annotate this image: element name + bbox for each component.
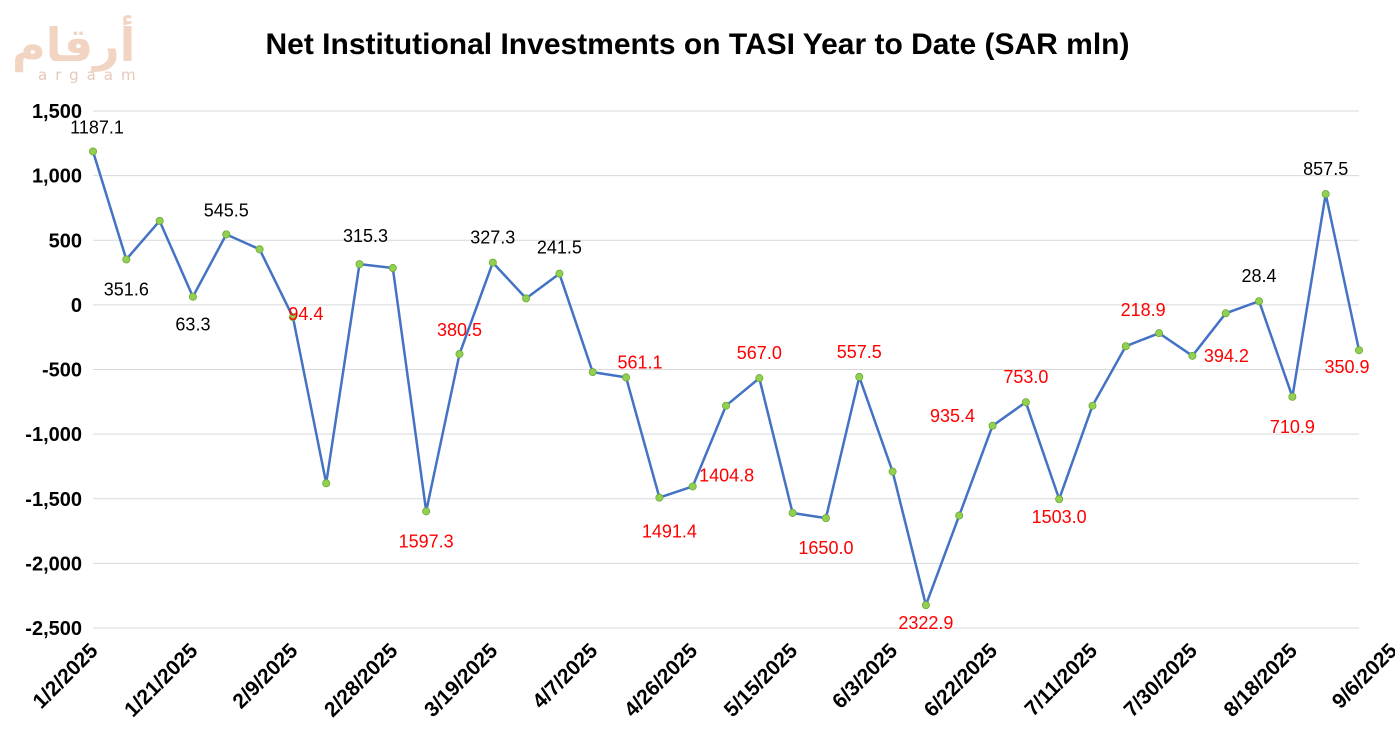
data-label: 857.5 bbox=[1303, 159, 1348, 179]
data-point bbox=[488, 258, 497, 267]
data-label: 28.4 bbox=[1242, 266, 1277, 286]
x-tick-label: 4/26/2025 bbox=[620, 639, 703, 722]
data-point bbox=[89, 147, 98, 156]
y-tick-label: 1,000 bbox=[32, 166, 82, 188]
data-point bbox=[355, 260, 364, 269]
data-label: 561.1 bbox=[618, 352, 663, 372]
data-point bbox=[855, 372, 864, 381]
data-point bbox=[155, 216, 164, 225]
x-tick-label: 2/28/2025 bbox=[320, 639, 403, 722]
data-point bbox=[288, 313, 297, 322]
data-point bbox=[788, 508, 797, 517]
data-point bbox=[222, 230, 231, 239]
data-point bbox=[1188, 351, 1197, 360]
x-tick-label: 3/19/2025 bbox=[420, 639, 503, 722]
data-label: 394.2 bbox=[1204, 346, 1249, 366]
logo-arabic-text: أرقام bbox=[12, 18, 136, 72]
y-tick-label: -2,500 bbox=[25, 618, 82, 640]
x-tick-label: 6/3/2025 bbox=[828, 639, 902, 713]
y-axis-tick-labels: 1,500 1,000 500 0 -500 -1,000 -1,500 -2,000 -2,5… bbox=[25, 101, 82, 640]
data-point bbox=[555, 269, 564, 278]
data-point bbox=[655, 493, 664, 502]
data-point bbox=[322, 479, 331, 488]
x-axis-tick-labels: 1/2/2025 1/21/2025 2/9/2025 2/28/2025 3/19/2… bbox=[28, 639, 1395, 722]
y-tick-label: -500 bbox=[42, 360, 82, 382]
data-point bbox=[1121, 342, 1130, 351]
data-point bbox=[388, 264, 397, 273]
data-label: 63.3 bbox=[175, 315, 210, 335]
data-point bbox=[1155, 329, 1164, 338]
x-tick-label: 5/15/2025 bbox=[720, 639, 803, 722]
data-label: 350.9 bbox=[1324, 357, 1369, 377]
data-label: 218.9 bbox=[1121, 300, 1166, 320]
data-point bbox=[722, 401, 731, 410]
data-point bbox=[988, 421, 997, 430]
data-label: 94.4 bbox=[288, 304, 323, 324]
x-tick-label: 9/6/2025 bbox=[1328, 639, 1395, 713]
x-tick-label: 1/21/2025 bbox=[120, 639, 203, 722]
data-point bbox=[688, 482, 697, 491]
data-point bbox=[1321, 190, 1330, 199]
data-point bbox=[622, 373, 631, 382]
x-tick-label: 6/22/2025 bbox=[920, 639, 1003, 722]
chart-title: Net Institutional Investments on TASI Ye… bbox=[265, 28, 1130, 61]
y-tick-label: 1,500 bbox=[32, 101, 82, 123]
y-tick-label: -1,500 bbox=[25, 489, 82, 511]
data-point bbox=[588, 368, 597, 377]
data-series bbox=[89, 147, 1364, 610]
data-label: 315.3 bbox=[343, 226, 388, 246]
data-label: 1650.0 bbox=[798, 538, 853, 558]
argaam-logo: أرقام argaam bbox=[12, 18, 182, 88]
x-tick-label: 4/7/2025 bbox=[528, 639, 602, 713]
data-point bbox=[1288, 392, 1297, 401]
data-label: 710.9 bbox=[1270, 417, 1315, 437]
data-label: 557.5 bbox=[837, 342, 882, 362]
data-label: 1491.4 bbox=[642, 522, 697, 542]
data-point bbox=[888, 467, 897, 476]
data-label: 351.6 bbox=[104, 279, 149, 299]
y-tick-label: 0 bbox=[71, 295, 82, 317]
x-tick-label: 7/30/2025 bbox=[1120, 639, 1203, 722]
data-labels: 1187.1 351.6 63.3 545.5 94.4 315.3 1597.3 380.5… bbox=[70, 117, 1369, 633]
y-tick-label: -2,000 bbox=[25, 553, 82, 575]
x-tick-label: 2/9/2025 bbox=[228, 639, 302, 713]
data-point bbox=[1221, 309, 1230, 318]
data-point bbox=[122, 255, 131, 264]
data-label: 327.3 bbox=[470, 228, 515, 248]
data-label: 1404.8 bbox=[699, 465, 754, 485]
data-point bbox=[522, 294, 531, 303]
data-label: 1187.1 bbox=[70, 117, 124, 137]
data-label: 2322.9 bbox=[898, 613, 953, 633]
data-label: 545.5 bbox=[204, 200, 249, 220]
data-point bbox=[1355, 346, 1364, 355]
data-point bbox=[821, 514, 830, 523]
x-tick-label: 7/11/2025 bbox=[1021, 639, 1103, 721]
data-point bbox=[422, 507, 431, 516]
data-label: 753.0 bbox=[1003, 367, 1048, 387]
data-label: 935.4 bbox=[930, 406, 975, 426]
logo-latin-text: argaam bbox=[38, 66, 144, 84]
data-label: 567.0 bbox=[737, 343, 782, 363]
data-point bbox=[1088, 401, 1097, 410]
data-point bbox=[1055, 495, 1064, 504]
data-point bbox=[1255, 297, 1264, 306]
data-label: 1597.3 bbox=[399, 531, 454, 551]
y-tick-label: 500 bbox=[49, 230, 82, 252]
data-label: 1503.0 bbox=[1032, 507, 1087, 527]
data-point bbox=[1021, 398, 1030, 407]
y-tick-label: -1,000 bbox=[25, 424, 82, 446]
data-point bbox=[921, 601, 930, 610]
x-tick-label: 8/18/2025 bbox=[1220, 639, 1303, 722]
data-label: 380.5 bbox=[437, 320, 482, 340]
data-point bbox=[755, 374, 764, 383]
gridlines bbox=[93, 110, 1359, 629]
x-tick-label: 1/2/2025 bbox=[28, 639, 102, 713]
data-point bbox=[955, 511, 964, 520]
data-point bbox=[455, 350, 464, 359]
data-point bbox=[188, 292, 197, 301]
data-point bbox=[255, 245, 264, 254]
data-label: 241.5 bbox=[537, 238, 582, 258]
series-line bbox=[91, 151, 1361, 607]
